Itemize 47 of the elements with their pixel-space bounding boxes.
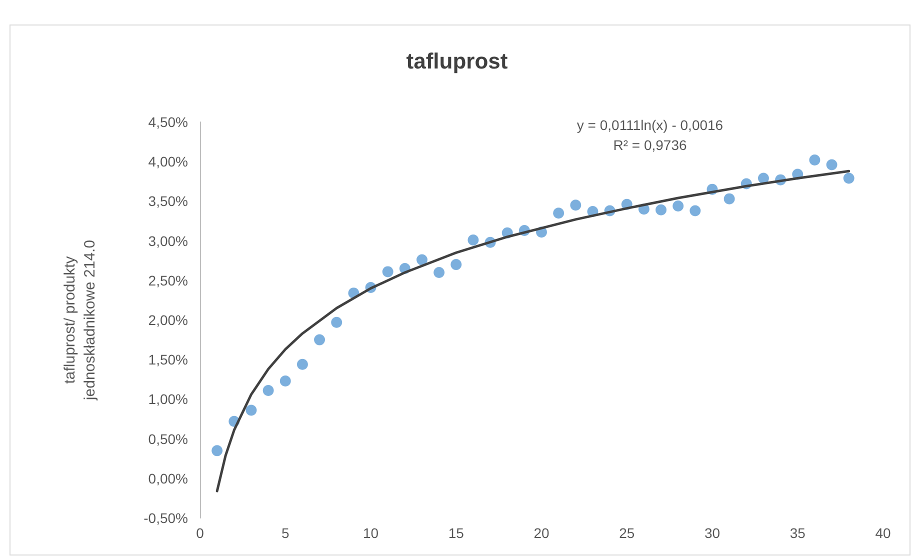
x-tick-label: 15 bbox=[448, 525, 464, 541]
x-tick-label: 0 bbox=[196, 525, 204, 541]
y-tick-label: 4,50% bbox=[148, 114, 188, 130]
line-series bbox=[216, 170, 850, 492]
point bbox=[553, 208, 564, 219]
annotation: R² = 0,9736 bbox=[613, 137, 687, 153]
x-tick-label: 5 bbox=[281, 525, 290, 541]
point bbox=[672, 200, 684, 212]
y-tick-label: 1,50% bbox=[148, 352, 188, 368]
x-tick-label: 20 bbox=[534, 525, 550, 541]
y-tick-label: 0,00% bbox=[148, 470, 188, 486]
point bbox=[280, 375, 291, 386]
point bbox=[296, 358, 308, 370]
y-tick-label: 0,50% bbox=[148, 430, 188, 447]
point bbox=[758, 172, 769, 184]
y-tick-label: 1,00% bbox=[148, 391, 188, 408]
annotation: y = 0,0111ln(x) - 0,0016 bbox=[576, 117, 724, 133]
point bbox=[416, 254, 428, 266]
x-tick-label: 30 bbox=[704, 525, 720, 541]
point bbox=[809, 154, 820, 166]
point bbox=[434, 266, 445, 278]
x-tick-label: 25 bbox=[619, 525, 635, 541]
y-axis-title: tafluprost/ produkty jednoskładnikowe 214.0 bbox=[62, 240, 98, 402]
y-tick-label: 4,00% bbox=[148, 154, 188, 170]
point bbox=[724, 193, 735, 204]
y-tick-label: 2,00% bbox=[148, 312, 188, 328]
point bbox=[843, 172, 854, 184]
x-tick-label: 35 bbox=[790, 525, 806, 541]
point bbox=[212, 445, 223, 456]
point bbox=[690, 205, 701, 216]
y-tick-label: 3,50% bbox=[148, 193, 188, 210]
x-tick-label: 10 bbox=[362, 525, 379, 541]
y-tick-label: 3,00% bbox=[148, 232, 188, 249]
chart-title: tafluprost bbox=[406, 48, 508, 74]
point bbox=[450, 259, 462, 270]
point bbox=[314, 334, 326, 346]
point bbox=[246, 404, 257, 416]
point bbox=[468, 234, 479, 246]
y-tick-label: -0,50% bbox=[144, 510, 188, 526]
point bbox=[382, 266, 394, 278]
y-tick-label: 2,50% bbox=[148, 272, 188, 288]
point bbox=[570, 200, 582, 211]
x-tick-label: 40 bbox=[875, 525, 891, 541]
point bbox=[826, 159, 838, 170]
point bbox=[656, 204, 667, 216]
point bbox=[331, 316, 342, 328]
point bbox=[262, 384, 274, 396]
